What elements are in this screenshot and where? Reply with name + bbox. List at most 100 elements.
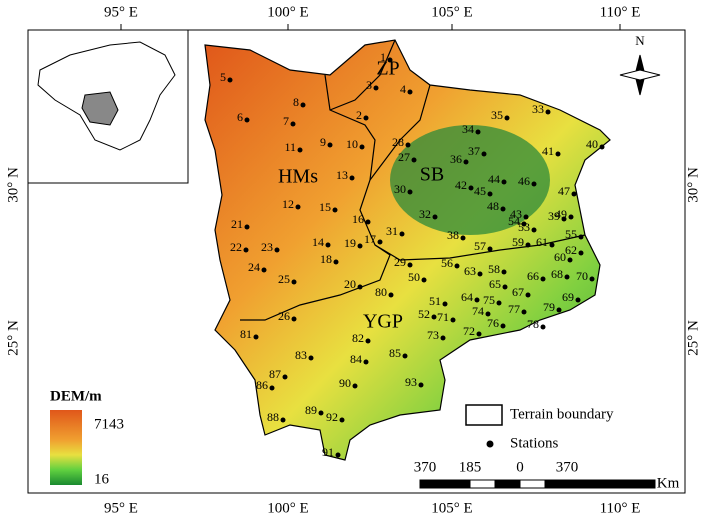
station-label: 10	[346, 137, 358, 151]
station-label: 56	[441, 256, 453, 270]
station-label: 31	[386, 224, 398, 238]
station-label: 75	[483, 293, 495, 307]
station-dot	[521, 309, 527, 315]
region-label: ZP	[376, 58, 399, 80]
lat-label-left: 25° N	[5, 320, 21, 356]
scale-label: 370	[556, 459, 579, 475]
station-dot	[460, 235, 466, 241]
station-label: 3	[366, 78, 372, 92]
station-label: 69	[562, 290, 574, 304]
station-label: 49	[555, 207, 567, 221]
station-label: 9	[320, 135, 326, 149]
station-dot	[599, 144, 605, 150]
station-label: 35	[491, 108, 503, 122]
station-dot	[540, 324, 546, 330]
station-label: 53	[518, 220, 530, 234]
station-label: 70	[576, 269, 588, 283]
station-label: 92	[326, 410, 338, 424]
station-dot	[325, 242, 331, 248]
station-label: 81	[240, 327, 252, 341]
station-label: 17	[364, 232, 376, 246]
station-label: 63	[464, 264, 476, 278]
scale-label: 0	[516, 459, 524, 475]
station-dot	[504, 115, 510, 121]
station-dot	[485, 311, 491, 317]
station-label: 23	[261, 240, 273, 254]
station-dot	[481, 151, 487, 157]
station-dot	[365, 338, 371, 344]
station-dot	[291, 279, 297, 285]
station-label: 55	[565, 227, 577, 241]
scale-label: 370	[414, 459, 437, 475]
station-dot	[297, 147, 303, 153]
station-dot	[501, 269, 507, 275]
station-label: 18	[320, 252, 332, 266]
station-label: 86	[256, 378, 268, 392]
station-dot	[227, 77, 233, 83]
station-dot	[327, 142, 333, 148]
legend-boundary-swatch	[465, 404, 503, 426]
station-label: 27	[398, 150, 410, 164]
station-dot	[377, 239, 383, 245]
station-label: 79	[543, 300, 555, 314]
station-dot	[502, 284, 508, 290]
station-dot	[407, 89, 413, 95]
station-dot	[405, 142, 411, 148]
station-label: 67	[512, 285, 524, 299]
station-label: 5	[220, 70, 226, 84]
station-label: 51	[429, 294, 441, 308]
station-label: 21	[231, 217, 243, 231]
region-label: SB	[420, 164, 444, 186]
station-dot	[564, 274, 570, 280]
station-dot	[477, 271, 483, 277]
legend-min: 16	[94, 471, 110, 487]
station-dot	[501, 179, 507, 185]
station-label: 74	[472, 304, 484, 318]
legend-title: DEM/m	[50, 388, 102, 404]
station-label: 54	[508, 214, 520, 228]
station-label: 47	[558, 184, 570, 198]
station-dot	[290, 121, 296, 127]
station-label: 66	[527, 269, 539, 283]
station-label: 32	[419, 207, 431, 221]
lon-label-bottom: 105° E	[431, 500, 472, 516]
scale-unit: Km	[657, 475, 680, 491]
station-dot	[476, 331, 482, 337]
station-dot	[525, 242, 531, 248]
scale-label: 185	[459, 459, 482, 475]
station-label: 48	[487, 199, 499, 213]
station-label: 11	[284, 140, 296, 154]
station-label: 60	[554, 250, 566, 264]
station-label: 8	[293, 95, 299, 109]
station-label: 82	[352, 331, 364, 345]
station-label: 37	[468, 144, 480, 158]
lat-label-right: 30° N	[685, 167, 701, 203]
station-dot	[468, 185, 474, 191]
north-label: N	[635, 33, 645, 48]
basin-shade	[390, 125, 550, 235]
station-label: 46	[518, 174, 530, 188]
station-dot	[332, 207, 338, 213]
station-label: 78	[527, 317, 539, 331]
station-dot	[335, 452, 341, 458]
station-label: 6	[237, 110, 243, 124]
station-dot	[411, 157, 417, 163]
station-label: 38	[447, 228, 459, 242]
station-label: 41	[542, 144, 554, 158]
station-dot	[407, 262, 413, 268]
station-label: 15	[319, 200, 331, 214]
station-label: 88	[267, 410, 279, 424]
lon-label-bottom: 100° E	[267, 500, 308, 516]
station-label: 14	[312, 235, 324, 249]
lon-label-bottom: 95° E	[104, 500, 138, 516]
station-label: 71	[437, 310, 449, 324]
station-label: 24	[248, 260, 260, 274]
station-label: 93	[405, 375, 417, 389]
station-dot	[269, 385, 275, 391]
station-label: 65	[489, 277, 501, 291]
station-label: 45	[474, 184, 486, 198]
station-label: 1	[380, 50, 386, 64]
lat-label-right: 25° N	[685, 320, 701, 356]
station-dot	[352, 383, 358, 389]
station-label: 57	[474, 239, 486, 253]
